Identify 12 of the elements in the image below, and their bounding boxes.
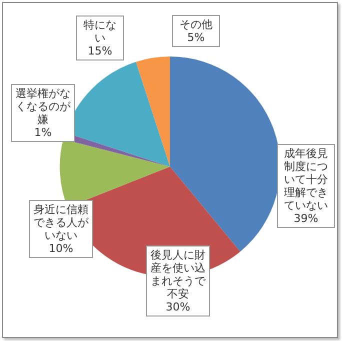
- data-label: 5%: [187, 31, 205, 44]
- slice-label: 選挙権がなくなるのが嫌: [16, 87, 72, 126]
- slice-label: 特にない: [84, 18, 116, 44]
- data-label: 1%: [34, 126, 52, 139]
- data-label: 30%: [166, 300, 190, 314]
- slice-label: その他: [180, 18, 212, 31]
- data-label: 10%: [48, 242, 74, 255]
- data-label: 15%: [88, 44, 112, 58]
- slice-label: 後見人に財産を使い込まれそうで不安: [150, 248, 206, 300]
- data-label: 39%: [294, 212, 318, 225]
- slice-label: 身近に信頼できる人がいない: [34, 203, 90, 242]
- slice-label: 成年後見制度について十分理解できていない: [284, 147, 328, 212]
